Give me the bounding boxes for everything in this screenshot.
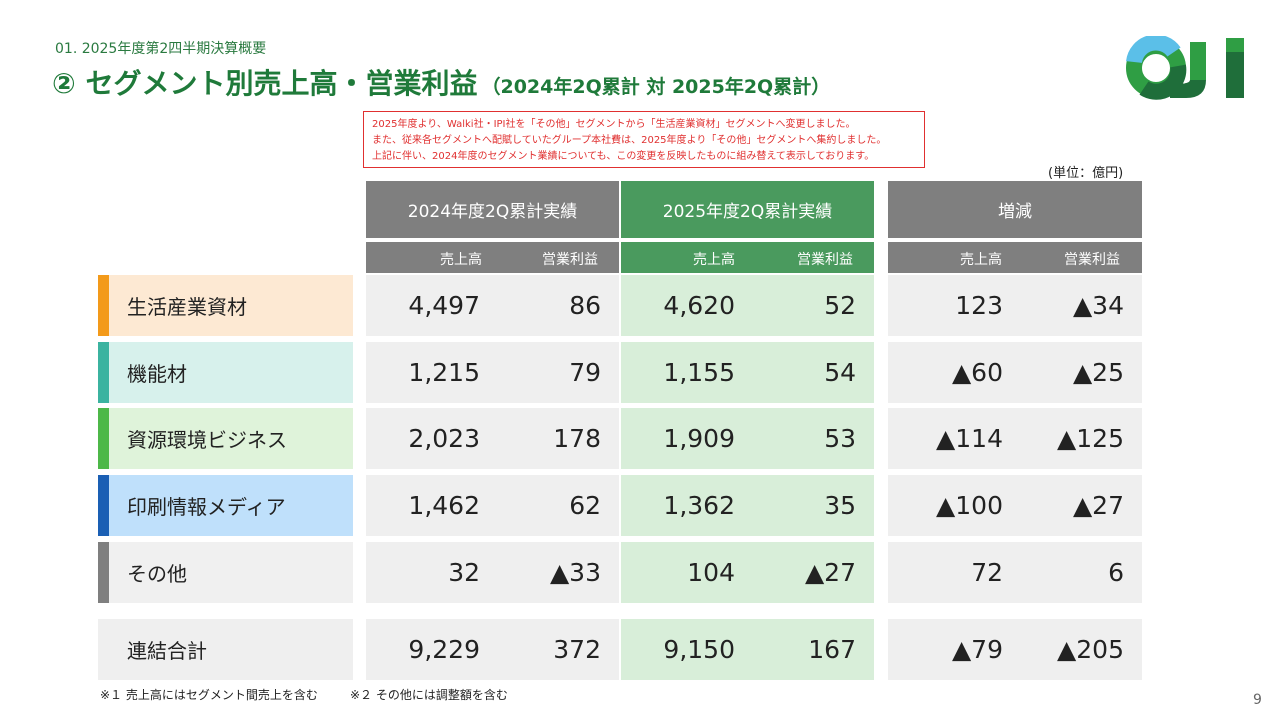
page-title-main: ② セグメント別売上高・営業利益 <box>52 67 478 100</box>
total-change-sales: ▲79 <box>888 619 1021 680</box>
subheader-sales: 売上高 <box>440 252 482 268</box>
cell-2025-profit: 53 <box>753 408 874 469</box>
cell-2025-profit: 52 <box>753 275 874 336</box>
cell-2024-profit: 86 <box>498 275 619 336</box>
row-label: 資源環境ビジネス <box>109 408 353 469</box>
cell-2024-profit: 62 <box>498 475 619 536</box>
cell-change-profit: 6 <box>1021 542 1142 603</box>
subheader-2024: 売上高 営業利益 <box>366 242 619 273</box>
cell-2025-profit: 35 <box>753 475 874 536</box>
notice-line: 2025年度より、Walki社・IPI社を「その他」セグメントから「生活産業資材… <box>372 119 856 130</box>
segment-color-bar <box>98 275 109 336</box>
cell-2024-profit: 178 <box>498 408 619 469</box>
cell-change-sales: ▲100 <box>888 475 1021 536</box>
unit-label: (単位：億円) <box>1048 166 1124 181</box>
segment-color-bar <box>98 342 109 403</box>
total-2024-profit: 372 <box>498 619 619 680</box>
row-label: 印刷情報メディア <box>109 475 353 536</box>
oji-logo <box>1126 36 1244 100</box>
cell-2025-profit: ▲27 <box>753 542 874 603</box>
total-2024-sales: 9,229 <box>366 619 498 680</box>
cell-2025-sales: 1,155 <box>621 342 753 403</box>
subheader-sales: 売上高 <box>693 252 735 268</box>
total-2025-sales: 9,150 <box>621 619 753 680</box>
cell-2025-profit: 54 <box>753 342 874 403</box>
notice-line: 上記に伴い、2024年度のセグメント業績についても、この変更を反映したものに組み… <box>372 151 875 162</box>
segment-color-bar <box>98 408 109 469</box>
subheader-profit: 営業利益 <box>542 252 598 268</box>
footnote-1: ※１ 売上高にはセグメント間売上を含む <box>100 688 318 702</box>
cell-change-sales: 123 <box>888 275 1021 336</box>
cell-2024-sales: 32 <box>366 542 498 603</box>
row-label: 生活産業資材 <box>109 275 353 336</box>
cell-2024-sales: 1,462 <box>366 475 498 536</box>
cell-change-sales: 72 <box>888 542 1021 603</box>
section-subtitle: 01. 2025年度第2四半期決算概要 <box>55 41 267 57</box>
cell-2024-profit: 79 <box>498 342 619 403</box>
cell-change-sales: ▲60 <box>888 342 1021 403</box>
total-2025-profit: 167 <box>753 619 874 680</box>
subheader-profit: 営業利益 <box>797 252 853 268</box>
segment-color-bar <box>98 542 109 603</box>
cell-2024-sales: 1,215 <box>366 342 498 403</box>
cell-2024-profit: ▲33 <box>498 542 619 603</box>
segment-color-bar <box>98 475 109 536</box>
page-title-sub: （2024年2Q累計 対 2025年2Q累計） <box>481 76 831 98</box>
cell-2025-sales: 4,620 <box>621 275 753 336</box>
notice-line: また、従来各セグメントへ配賦していたグループ本社費は、2025年度より「その他」… <box>372 135 887 146</box>
cell-change-profit: ▲34 <box>1021 275 1142 336</box>
total-change-profit: ▲205 <box>1021 619 1142 680</box>
header-2025: 2025年度2Q累計実績 <box>621 181 874 238</box>
row-label: その他 <box>109 542 353 603</box>
total-row-label: 連結合計 <box>98 619 353 680</box>
segment-change-notice: 2025年度より、Walki社・IPI社を「その他」セグメントから「生活産業資材… <box>363 111 925 168</box>
cell-change-profit: ▲25 <box>1021 342 1142 403</box>
row-label: 機能材 <box>109 342 353 403</box>
cell-2025-sales: 104 <box>621 542 753 603</box>
subheader-change: 売上高 営業利益 <box>888 242 1142 273</box>
cell-change-profit: ▲27 <box>1021 475 1142 536</box>
cell-2025-sales: 1,362 <box>621 475 753 536</box>
cell-2025-sales: 1,909 <box>621 408 753 469</box>
subheader-profit: 営業利益 <box>1064 252 1120 268</box>
cell-2024-sales: 4,497 <box>366 275 498 336</box>
cell-change-sales: ▲114 <box>888 408 1021 469</box>
page-title: ② セグメント別売上高・営業利益 （2024年2Q累計 対 2025年2Q累計） <box>52 62 830 102</box>
cell-2024-sales: 2,023 <box>366 408 498 469</box>
cell-change-profit: ▲125 <box>1021 408 1142 469</box>
header-2024: 2024年度2Q累計実績 <box>366 181 619 238</box>
header-change: 増減 <box>888 181 1142 238</box>
subheader-2025: 売上高 営業利益 <box>621 242 874 273</box>
subheader-sales: 売上高 <box>960 252 1002 268</box>
footnote-2: ※２ その他には調整額を含む <box>350 688 508 702</box>
page-number: 9 <box>1253 692 1262 708</box>
